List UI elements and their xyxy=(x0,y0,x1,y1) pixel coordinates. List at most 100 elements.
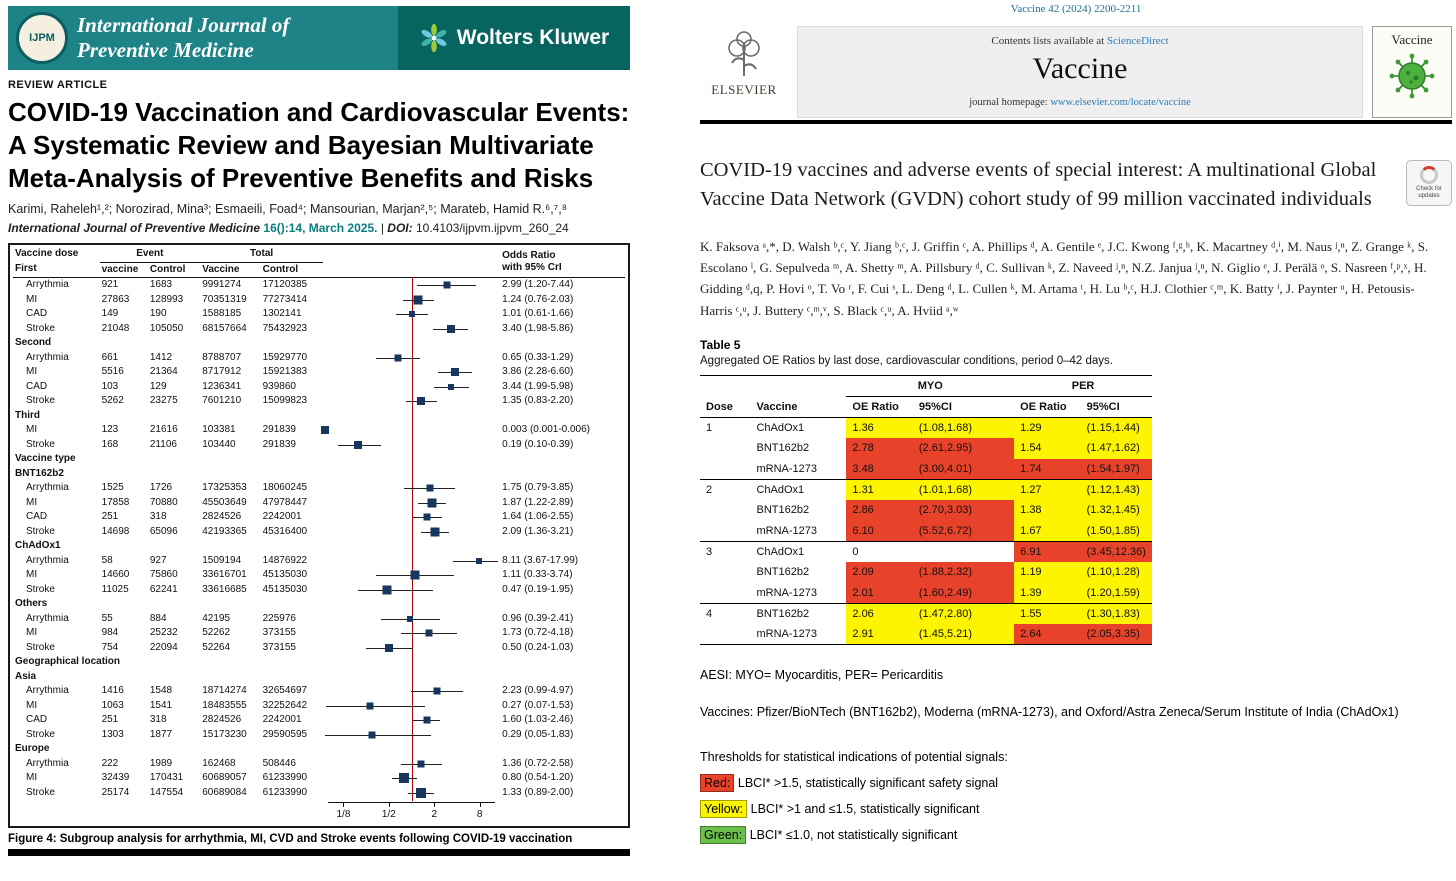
point-estimate-marker xyxy=(433,687,441,695)
event-label: MI xyxy=(26,424,38,436)
total-vaccine-count: 33616701 xyxy=(202,569,247,581)
forest-plot-cell xyxy=(323,364,500,381)
myo-ci-value: (2.61,2.95) xyxy=(912,438,1015,459)
forest-data-row: Stroke 1303 1877 15173230 29590595 0.29 (0.05… xyxy=(13,726,625,743)
forest-group-label: Second xyxy=(15,337,52,349)
per-ci-value: (1.12,1.43) xyxy=(1080,479,1152,501)
per-oe-ratio-value: 1.67 xyxy=(1014,520,1081,542)
forest-tbody: Arrythmia 921 1683 9991274 17120385 2.99 (1.2… xyxy=(13,277,625,827)
event-control-count: 927 xyxy=(149,554,167,566)
ijpm-logo-text: IJPM xyxy=(29,32,55,44)
col-header-event: Event xyxy=(99,247,201,263)
confidence-interval-line xyxy=(358,589,433,591)
forest-plot-cell xyxy=(323,436,500,453)
event-vaccine-count: 14698 xyxy=(101,525,130,537)
elsevier-logo: ELSEVIER xyxy=(700,26,788,118)
odds-ratio-value: 0.29 (0.05-1.83) xyxy=(502,728,574,740)
doi-label: DOI: xyxy=(387,221,413,236)
point-estimate-marker xyxy=(382,585,392,595)
subheader-event-vaccine: vaccine xyxy=(99,262,148,279)
red-swatch-label: Red: xyxy=(700,774,735,793)
forest-plot-cell xyxy=(323,625,500,642)
forest-plot-cell xyxy=(323,697,500,714)
point-estimate-marker xyxy=(385,643,394,652)
forest-data-row: MI 14660 75860 33616701 45135030 1.11 (0.33-3… xyxy=(13,567,625,584)
event-label: MI xyxy=(26,496,38,508)
legend-item: Yellow: LBCI* >1 and ≤1.5, statistically… xyxy=(700,800,1452,819)
figure-caption-text: Subgroup analysis for arrhythmia, MI, CV… xyxy=(59,833,573,846)
vaccine-name: mRNA-1273 xyxy=(756,586,818,599)
myo-group-header: MYO xyxy=(846,374,1015,397)
or-reference-line xyxy=(411,465,413,482)
oe-table-row: 4 BNT162b2 2.06 (1.47,2.80) 1.55 (1.30,1.83) xyxy=(700,602,1152,625)
myo-ci-value xyxy=(912,540,1015,563)
total-control-count: 508446 xyxy=(262,757,296,769)
point-estimate-marker xyxy=(425,629,433,637)
forest-group-label: Europe xyxy=(15,743,50,755)
per-oe-ratio-value: 1.29 xyxy=(1014,417,1081,439)
event-vaccine-count: 58 xyxy=(101,554,113,566)
forest-plot-cell xyxy=(323,494,500,511)
event-vaccine-count: 27863 xyxy=(101,293,130,305)
or-reference-line xyxy=(411,407,413,424)
axis-tick-label: 1/2 xyxy=(381,809,396,821)
citation-issue: 16():14, March 2025. xyxy=(263,221,378,236)
forest-plot-cell xyxy=(323,335,500,352)
point-estimate-marker xyxy=(430,527,440,537)
odds-ratio-value: 0.80 (0.54-1.20) xyxy=(502,772,574,784)
forest-group-row: Geographical location xyxy=(13,654,625,671)
forest-plot-cell xyxy=(323,320,500,337)
forest-group-label: Geographical location xyxy=(15,656,121,668)
point-estimate-marker xyxy=(413,295,423,305)
event-label: CAD xyxy=(26,714,48,726)
total-vaccine-count: 68157664 xyxy=(202,322,247,334)
odds-ratio-value: 3.44 (1.99-5.98) xyxy=(502,380,574,392)
yellow-swatch-label: Yellow: xyxy=(700,800,748,819)
forest-data-row: Stroke 754 22094 52264 373155 0.50 (0.24-1.03… xyxy=(13,639,625,656)
sciencedirect-link[interactable]: ScienceDirect xyxy=(1106,35,1169,47)
forest-axis-row: 1/8 1/2 2 8 xyxy=(13,800,625,826)
event-vaccine-count: 168 xyxy=(101,438,119,450)
myo-oe-ratio-value: 0 xyxy=(846,540,913,563)
total-vaccine-count: 60689084 xyxy=(202,786,247,798)
event-label: MI xyxy=(26,366,38,378)
per-ci-value: (1.15,1.44) xyxy=(1080,417,1152,439)
or-reference-line xyxy=(411,741,413,758)
event-label: Arrythmia xyxy=(26,482,69,494)
per-oe-ratio-value: 2.64 xyxy=(1014,624,1081,645)
odds-ratio-value: 1.33 (0.89-2.00) xyxy=(502,786,574,798)
forest-plot-cell xyxy=(323,523,500,540)
total-control-count: 14876922 xyxy=(262,554,308,566)
total-vaccine-count: 103440 xyxy=(202,438,236,450)
event-vaccine-count: 11025 xyxy=(101,583,129,595)
forest-data-row: Arrythmia 921 1683 9991274 17120385 2.99 (1.2… xyxy=(13,277,625,294)
check-for-updates-badge[interactable]: Check for updates xyxy=(1406,160,1452,206)
homepage-link[interactable]: www.elsevier.com/locate/vaccine xyxy=(1050,97,1191,108)
event-control-count: 65096 xyxy=(149,525,178,537)
forest-plot-cell xyxy=(323,596,500,613)
event-vaccine-count: 222 xyxy=(101,757,119,769)
odds-ratio-value: 1.24 (0.76-2.03) xyxy=(502,293,574,305)
total-control-count: 1302141 xyxy=(262,308,302,320)
table5-subtitle: Aggregated OE Ratios by last dose, cardi… xyxy=(700,354,1113,367)
forest-plot-cell xyxy=(323,465,500,482)
total-control-count: 45316400 xyxy=(262,525,308,537)
odds-ratio-value: 2.99 (1.20-7.44) xyxy=(502,279,574,291)
myo-oe-ratio-value: 2.78 xyxy=(846,438,913,459)
total-vaccine-count: 70351319 xyxy=(202,293,247,305)
subheader-total-vaccine: Vaccine xyxy=(200,262,261,279)
forest-data-row: Stroke 25174 147554 60689084 61233990 1.33 (0… xyxy=(13,784,625,801)
forest-plot-cell xyxy=(323,378,500,395)
forest-group-row: Europe xyxy=(13,741,625,758)
total-vaccine-count: 45503649 xyxy=(202,496,247,508)
dose-value xyxy=(700,583,750,604)
doi-link[interactable]: 10.4103/ijpvm.ijpvm_260_24 xyxy=(415,221,569,236)
event-control-count: 70880 xyxy=(149,496,178,508)
or-reference-line xyxy=(411,494,413,511)
total-vaccine-count: 17325353 xyxy=(202,482,247,494)
event-label: MI xyxy=(26,772,38,784)
gh-spacer-1 xyxy=(700,374,751,397)
legend-item-text: LBCI* >1 and ≤1.5, statistically signifi… xyxy=(747,802,980,817)
event-label: Stroke xyxy=(26,728,55,740)
total-control-count: 45135030 xyxy=(262,569,308,581)
